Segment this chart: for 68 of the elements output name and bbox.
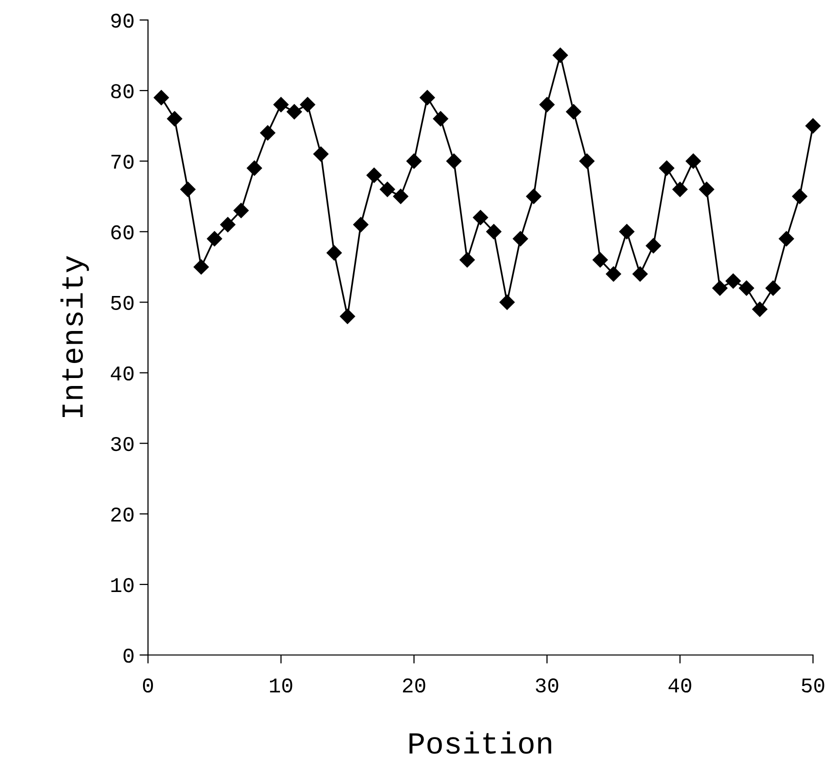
y-tick-label: 90 [111, 14, 134, 28]
point [539, 97, 555, 112]
y-tick-label: 50 [111, 296, 134, 310]
point [512, 231, 528, 246]
point [752, 302, 768, 317]
point [260, 125, 276, 140]
point [606, 266, 622, 282]
point [738, 280, 754, 296]
point [433, 111, 448, 126]
point [406, 154, 422, 169]
point [632, 266, 648, 282]
x-tick-label: 10 [270, 678, 292, 693]
point [552, 48, 568, 63]
point [460, 252, 475, 268]
point [672, 182, 688, 197]
point [194, 259, 209, 275]
point [234, 202, 249, 218]
x-tick-label: 40 [668, 678, 692, 693]
point [380, 182, 395, 197]
point [326, 245, 342, 260]
point [500, 294, 515, 310]
point [246, 160, 262, 176]
point [805, 118, 821, 134]
point [300, 97, 316, 112]
point [699, 182, 714, 197]
y-tick-label: 60 [111, 225, 134, 240]
point [366, 168, 382, 183]
point [646, 238, 661, 254]
x-tick-label: 50 [802, 678, 824, 693]
point [353, 217, 368, 232]
y-tick-label: 80 [111, 84, 134, 98]
point [619, 224, 634, 240]
point [726, 273, 741, 289]
point [579, 154, 594, 169]
point [659, 160, 674, 176]
point [526, 188, 542, 204]
point [154, 90, 169, 106]
point [686, 154, 701, 169]
point [167, 111, 182, 126]
point [393, 188, 408, 204]
point [420, 90, 435, 106]
point [592, 252, 608, 268]
point [340, 308, 356, 324]
point [712, 280, 728, 296]
point [778, 231, 794, 246]
point [446, 154, 462, 169]
point [206, 231, 222, 246]
y-tick-label: 70 [111, 154, 134, 169]
y-tick-label: 20 [111, 508, 134, 522]
point [472, 210, 488, 226]
y-tick-label: 30 [111, 436, 134, 452]
x-tick-label: 0 [143, 678, 153, 693]
point [220, 217, 236, 232]
y-tick-label: 40 [110, 366, 134, 381]
point [313, 146, 328, 162]
point [286, 104, 302, 120]
point [273, 97, 289, 112]
point [486, 224, 502, 240]
point [792, 188, 808, 204]
x-axis-title: Position [410, 731, 552, 754]
point [566, 104, 582, 120]
point [766, 280, 781, 296]
y-axis-title: Intensity [60, 256, 89, 418]
y-tick-label: 10 [111, 578, 134, 592]
x-tick-label: 20 [402, 678, 426, 693]
x-tick-label: 30 [536, 678, 558, 693]
point [180, 182, 196, 197]
y-tick-label: 0 [124, 648, 134, 663]
